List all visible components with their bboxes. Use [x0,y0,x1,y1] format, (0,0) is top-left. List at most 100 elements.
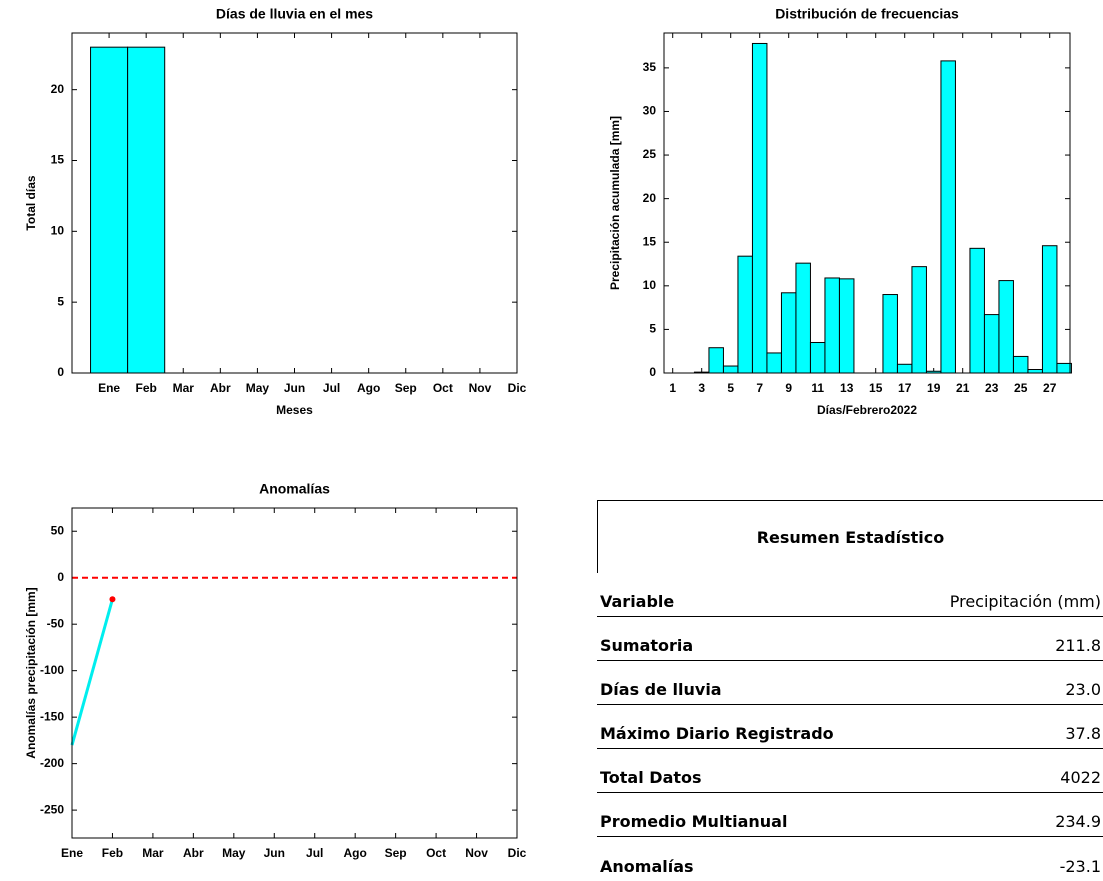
y-tick-label: -50 [47,616,65,630]
y-tick-label: 5 [57,294,64,308]
bar [940,60,956,374]
table-row: Total Datos 4022 [597,749,1103,793]
x-tick-label: Mar [142,846,164,860]
table-row: Anomalías -23.1 [597,837,1103,881]
table-cell: Total Datos [600,768,702,787]
x-tick-label: Abr [183,846,204,860]
table-cell: 4022 [1060,768,1101,787]
x-tick-label: 23 [985,381,999,395]
y-axis-label: Total días [24,175,38,230]
y-tick-label: 50 [51,523,65,537]
x-tick-label: 13 [840,381,854,395]
x-tick-label: 25 [1014,381,1028,395]
bar [766,352,782,374]
x-axis-label: Días/Febrero2022 [817,403,917,417]
x-tick-label: Dic [508,846,527,860]
x-tick-label: Jul [323,381,340,395]
x-tick-label: Sep [395,381,417,395]
y-tick-label: 0 [649,365,656,379]
x-tick-label: Jul [306,846,323,860]
header-cell: Precipitación (mm) [949,592,1101,611]
table-cell: Promedio Multianual [600,812,788,831]
bar [795,262,811,374]
x-tick-label: 21 [956,381,970,395]
x-tick-label: Ene [98,381,120,395]
x-tick-label: Jun [284,381,305,395]
bar [1056,362,1072,374]
table-row: Promedio Multianual 234.9 [597,793,1103,837]
x-tick-label: Dic [508,381,527,395]
marker [109,596,116,603]
bar [983,314,1000,374]
x-axis-label: Meses [276,403,313,417]
bar [90,46,129,374]
y-tick-label: 10 [643,278,657,292]
bar [882,294,898,374]
y-tick-label: 30 [643,104,657,118]
plot-frame [71,32,518,374]
y-tick-label: 35 [643,60,657,74]
chart-title: Distribución de frecuencias [775,6,959,22]
table-row: Máximo Diario Registrado 37.8 [597,705,1103,749]
y-tick-label: 15 [51,153,65,167]
bar [998,280,1014,374]
x-tick-label: Ene [61,846,83,860]
x-tick-label: Oct [433,381,453,395]
table-row: Días de lluvia 23.0 [597,661,1103,705]
y-tick-label: -200 [40,756,64,770]
y-tick-label: 15 [643,234,657,248]
bar [911,266,927,374]
bar [824,277,840,374]
y-tick-label: 0 [57,570,64,584]
y-tick-label: 25 [643,147,657,161]
table-cell: Máximo Diario Registrado [600,724,834,743]
x-tick-label: Ago [357,381,380,395]
y-tick-label: -250 [40,802,64,816]
table-row: Sumatoria 211.8 [597,617,1103,661]
y-tick-label: 0 [57,365,64,379]
table-header: Variable Precipitación (mm) [597,573,1103,617]
y-tick-label: -100 [40,663,64,677]
x-tick-label: Oct [426,846,446,860]
x-tick-label: Mar [173,381,195,395]
y-axis-label: Precipitación acumulada [mm] [608,116,622,290]
bar [127,46,166,374]
table-cell: Sumatoria [600,636,694,655]
bar [751,42,768,374]
table-cell: Anomalías [600,857,694,876]
x-tick-label: 15 [869,381,883,395]
x-tick-label: Nov [469,381,492,395]
x-tick-label: Ago [344,846,367,860]
table-cell: Días de lluvia [600,680,722,699]
x-tick-label: Feb [135,381,156,395]
plot-frame [663,32,1071,374]
x-tick-label: 19 [927,381,941,395]
x-tick-label: 5 [727,381,734,395]
x-tick-label: 7 [756,381,763,395]
x-tick-label: Abr [210,381,231,395]
y-tick-label: 20 [51,82,65,96]
bar [1041,245,1058,374]
bar [1027,369,1043,374]
x-tick-label: Nov [465,846,488,860]
summary-table: Resumen Estadístico Variable Precipitaci… [597,500,1103,881]
x-tick-label: Feb [102,846,123,860]
x-tick-label: May [246,381,270,395]
table-cell: 234.9 [1055,812,1101,831]
table-title: Resumen Estadístico [597,500,1103,573]
plot-frame [71,507,518,839]
y-tick-label: -150 [40,709,64,723]
table-cell: 211.8 [1055,636,1101,655]
bar [737,255,753,374]
bar [896,363,913,374]
table-cell: -23.1 [1059,857,1101,876]
y-tick-label: 10 [51,224,65,238]
bar [838,278,855,374]
header-cell: Variable [600,592,675,611]
line [70,598,114,746]
table-cell: 37.8 [1065,724,1101,743]
x-tick-label: 17 [898,381,912,395]
x-tick-label: 27 [1043,381,1057,395]
